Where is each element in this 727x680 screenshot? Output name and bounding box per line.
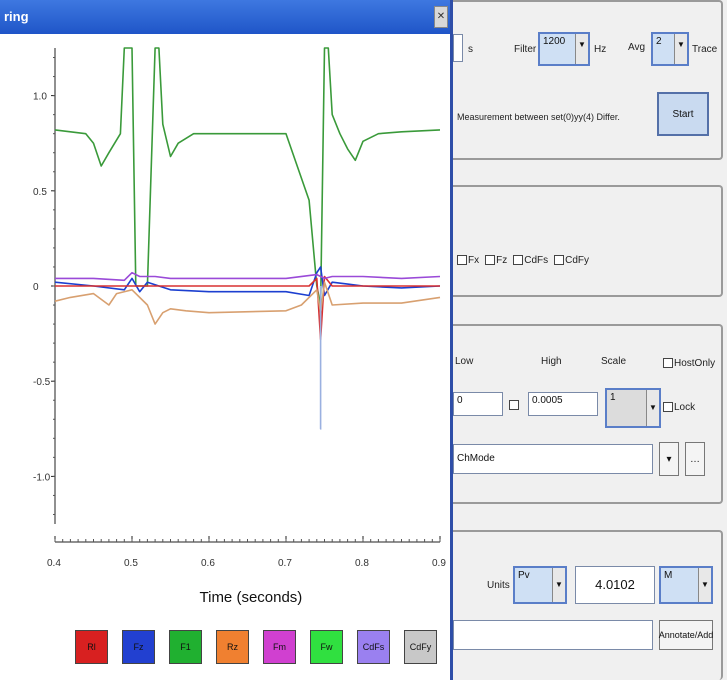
checkbox-label: CdFs — [524, 255, 549, 266]
x-tick-label: 0.9 — [432, 558, 446, 569]
y-tick-label: -0.5 — [33, 377, 51, 388]
channel-checkbox-3[interactable]: CdFy — [554, 255, 589, 266]
scale-group: Low High Scale HostOnly 0 0.0005 1 ▼ Loc… — [453, 324, 723, 504]
checkbox-label: Fx — [468, 255, 480, 266]
units-label: Units — [487, 580, 510, 591]
chevron-down-icon: ▼ — [575, 34, 588, 64]
window-titlebar[interactable]: ring ✕ — [0, 0, 450, 34]
lock-checkbox[interactable]: Lock — [663, 402, 695, 413]
channel-checkbox-row: Fx Fz CdFs CdFy — [457, 255, 589, 266]
mode-select[interactable]: M ▼ — [659, 566, 713, 604]
acquisition-group: s Filter 1200 ▼ Hz Avg 2 ▼ Trace Measure… — [453, 0, 723, 160]
x-tick-label: 0.5 — [124, 558, 138, 569]
high-label: High — [541, 356, 562, 367]
channel-button-3[interactable]: Rz — [216, 630, 249, 664]
channel-checkbox-0[interactable]: Fx — [457, 255, 479, 266]
lock-label: Lock — [674, 402, 696, 413]
x-tick-label: 0.8 — [355, 558, 369, 569]
units-value: Pv — [518, 570, 530, 581]
chevron-down-icon: ▼ — [552, 568, 565, 602]
avg-select[interactable]: 2 ▼ — [651, 32, 689, 66]
measurement-description: Measurement between set(0)yy(4) Differ. — [457, 112, 620, 122]
chevron-down-icon: ▾ — [666, 453, 672, 465]
checkbox-box — [554, 255, 565, 266]
y-tick-label: 1.0 — [33, 92, 47, 103]
window-title: ring — [4, 9, 29, 24]
channel-checkbox-2[interactable]: CdFs — [513, 255, 548, 266]
units-select[interactable]: Pv ▼ — [513, 566, 567, 604]
start-button[interactable]: Start — [657, 92, 709, 136]
avg-label: Avg — [628, 42, 646, 53]
y-tick-label: 0 — [33, 282, 39, 293]
x-tick-label: 0.6 — [201, 558, 215, 569]
series-line-1 — [54, 266, 441, 297]
scale-select[interactable]: 1 ▼ — [605, 388, 661, 428]
mode-down-button[interactable]: ▾ — [659, 442, 679, 476]
x-tick-label: 0.7 — [278, 558, 292, 569]
channel-button-row: Rl Fz F1 Rz Fm Fw CdFs CdFy — [75, 630, 437, 664]
series-line-3 — [55, 271, 441, 282]
filter-select[interactable]: 1200 ▼ — [538, 32, 590, 66]
high-input[interactable]: 0.0005 — [528, 392, 598, 416]
duration-field[interactable] — [453, 34, 463, 62]
series-line-2 — [55, 275, 440, 341]
avg-unit: Trace — [692, 44, 718, 55]
channel-button-0[interactable]: Rl — [75, 630, 108, 664]
channel-button-5[interactable]: Fw — [310, 630, 343, 664]
checkbox-box — [663, 358, 673, 369]
channel-button-6[interactable]: CdFs — [357, 630, 390, 664]
duration-suffix: s — [468, 44, 473, 55]
mode-value: M — [664, 570, 673, 581]
annotate-button[interactable]: Annotate/Add — [659, 620, 713, 650]
close-icon[interactable]: ✕ — [434, 6, 448, 28]
channel-select-group: Fx Fz CdFs CdFy — [453, 185, 723, 297]
series-line-4 — [54, 281, 441, 325]
chevron-down-icon: ▼ — [674, 34, 687, 64]
checkbox-label: CdFy — [565, 255, 590, 266]
filter-label: Filter — [514, 44, 537, 55]
channel-button-2[interactable]: F1 — [169, 630, 202, 664]
chevron-down-icon: ▼ — [698, 568, 711, 602]
checkbox-box — [513, 255, 524, 266]
mode-more-button[interactable]: … — [685, 442, 705, 476]
channel-button-7[interactable]: CdFy — [404, 630, 437, 664]
y-tick-label: -1.0 — [33, 472, 51, 483]
channel-mode-select[interactable]: ChMode — [453, 444, 653, 474]
checkbox-label: Fz — [496, 255, 508, 266]
low-label: Low — [455, 356, 474, 367]
signal-chart: 1.0 0.5 0 -0.5 -1.0 0.4 0.5 0.6 0.7 0.8 0.9 Time (s… — [33, 47, 446, 606]
avg-value: 2 — [656, 36, 662, 47]
series-line-0 — [54, 47, 441, 306]
scale-value: 1 — [610, 392, 616, 403]
value-input[interactable]: 4.0102 — [575, 566, 655, 604]
host-only-label: HostOnly — [674, 358, 716, 369]
annotation-group: Units Pv ▼ 4.0102 M ▼ Annotate/Add — [453, 530, 723, 680]
channel-checkbox-1[interactable]: Fz — [485, 255, 507, 266]
checkbox-box — [663, 402, 673, 413]
chevron-down-icon: ▼ — [646, 390, 659, 426]
x-tick-label: 0.4 — [47, 558, 61, 569]
channel-button-4[interactable]: Fm — [263, 630, 296, 664]
channel-button-1[interactable]: Fz — [122, 630, 155, 664]
y-tick-label: 0.5 — [33, 187, 47, 198]
series-line-5 — [319, 286, 322, 430]
filter-value: 1200 — [543, 36, 566, 47]
x-axis-label: Time (seconds) — [200, 589, 303, 606]
comment-input[interactable] — [453, 620, 653, 650]
low-input[interactable]: 0 — [453, 392, 503, 416]
more-icon: … — [690, 453, 700, 465]
low-checkbox[interactable] — [509, 400, 519, 410]
checkbox-box — [485, 255, 496, 266]
filter-unit: Hz — [594, 44, 607, 55]
control-panel: s Filter 1200 ▼ Hz Avg 2 ▼ Trace Measure… — [453, 0, 727, 680]
plot-window: ring ✕ 1.0 0.5 0 -0.5 -1.0 0.4 0.5 0.6 0.7 0.8 0.9… — [0, 0, 453, 680]
host-only-checkbox[interactable]: HostOnly — [663, 358, 715, 369]
scale-label: Scale — [601, 356, 627, 367]
checkbox-box — [457, 255, 467, 266]
